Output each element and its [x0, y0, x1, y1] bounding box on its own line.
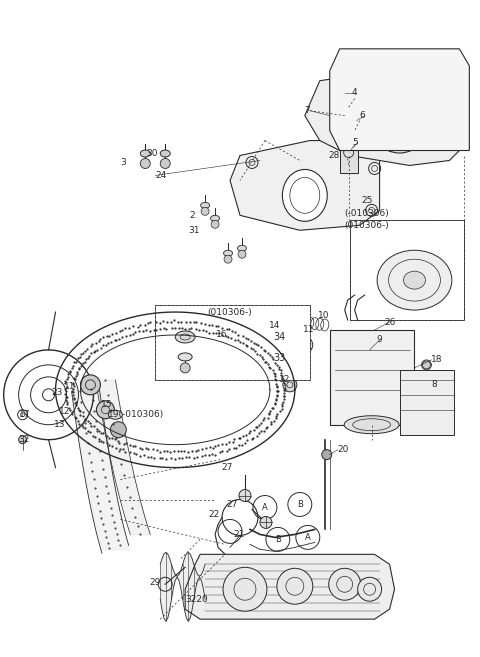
- Ellipse shape: [344, 416, 399, 434]
- Text: A: A: [305, 533, 311, 542]
- Text: 5: 5: [352, 138, 358, 147]
- Text: 3220: 3220: [185, 595, 208, 604]
- Text: 20: 20: [338, 445, 349, 454]
- Circle shape: [358, 578, 382, 601]
- Text: 13: 13: [54, 420, 65, 429]
- Ellipse shape: [377, 250, 452, 310]
- Circle shape: [96, 401, 114, 419]
- Text: B: B: [297, 500, 303, 509]
- Ellipse shape: [175, 331, 195, 343]
- Circle shape: [336, 81, 353, 97]
- Text: 21: 21: [234, 530, 245, 539]
- Text: 22: 22: [209, 510, 220, 519]
- Circle shape: [283, 378, 297, 392]
- Circle shape: [288, 358, 302, 372]
- Text: (-010306): (-010306): [344, 209, 389, 218]
- Circle shape: [277, 568, 313, 604]
- Text: 31: 31: [189, 226, 200, 235]
- Circle shape: [110, 422, 126, 438]
- Text: 34: 34: [274, 332, 286, 342]
- Ellipse shape: [290, 177, 320, 214]
- Bar: [330, 330, 415, 424]
- Ellipse shape: [396, 111, 404, 120]
- Text: 25: 25: [361, 196, 372, 205]
- Circle shape: [180, 363, 190, 373]
- Text: (010306-): (010306-): [344, 221, 389, 230]
- Circle shape: [140, 158, 150, 168]
- Text: 6: 6: [359, 111, 365, 120]
- Circle shape: [238, 250, 246, 258]
- Text: 17: 17: [19, 410, 30, 419]
- Ellipse shape: [367, 78, 432, 153]
- Ellipse shape: [282, 170, 327, 221]
- Text: 24: 24: [155, 171, 167, 180]
- Text: 18: 18: [432, 355, 443, 365]
- Text: 19(-010306): 19(-010306): [108, 410, 165, 419]
- Circle shape: [224, 255, 232, 263]
- Ellipse shape: [211, 215, 219, 221]
- Text: 23: 23: [51, 388, 62, 397]
- Text: 28: 28: [328, 151, 340, 160]
- Text: 11: 11: [303, 325, 315, 334]
- Circle shape: [211, 220, 219, 228]
- Text: 27: 27: [222, 463, 233, 472]
- Circle shape: [223, 567, 267, 611]
- Text: (010306-): (010306-): [208, 307, 252, 317]
- Ellipse shape: [377, 88, 422, 143]
- Text: 9: 9: [377, 336, 383, 344]
- Ellipse shape: [108, 410, 122, 419]
- Ellipse shape: [201, 202, 210, 208]
- Ellipse shape: [140, 150, 150, 157]
- Ellipse shape: [160, 150, 170, 157]
- Polygon shape: [330, 49, 469, 150]
- Circle shape: [81, 375, 100, 395]
- Text: 7: 7: [304, 106, 310, 115]
- Text: 26: 26: [384, 317, 395, 327]
- Bar: [399, 370, 455, 435]
- Text: 3: 3: [120, 158, 126, 167]
- Circle shape: [201, 208, 209, 215]
- Circle shape: [239, 489, 251, 501]
- Text: 33: 33: [274, 353, 286, 363]
- Text: 14: 14: [268, 321, 280, 330]
- Circle shape: [329, 568, 360, 600]
- Polygon shape: [155, 305, 310, 380]
- Text: 27: 27: [227, 500, 238, 509]
- Polygon shape: [305, 66, 464, 166]
- Text: 32: 32: [19, 435, 30, 444]
- Text: 12: 12: [59, 407, 71, 417]
- Circle shape: [422, 361, 431, 369]
- Circle shape: [19, 436, 26, 443]
- Text: 2: 2: [190, 211, 195, 220]
- Ellipse shape: [224, 250, 232, 256]
- Polygon shape: [230, 141, 380, 231]
- Text: 29: 29: [150, 578, 161, 587]
- Text: 8: 8: [432, 380, 437, 390]
- Text: 15: 15: [101, 400, 112, 409]
- Text: 30: 30: [146, 149, 158, 158]
- Bar: [340, 146, 358, 173]
- Circle shape: [322, 449, 332, 460]
- Ellipse shape: [404, 271, 425, 289]
- Circle shape: [297, 337, 313, 353]
- Text: 12: 12: [278, 375, 290, 384]
- Polygon shape: [185, 555, 395, 619]
- Text: 10: 10: [318, 311, 330, 319]
- Ellipse shape: [178, 353, 192, 361]
- Text: A: A: [262, 503, 268, 512]
- Circle shape: [160, 158, 170, 168]
- Circle shape: [260, 516, 272, 528]
- Text: 4: 4: [352, 88, 358, 97]
- Text: B: B: [275, 535, 281, 544]
- Ellipse shape: [238, 245, 247, 251]
- Ellipse shape: [389, 102, 410, 129]
- Text: 11: 11: [64, 382, 75, 392]
- Text: 16: 16: [216, 330, 227, 340]
